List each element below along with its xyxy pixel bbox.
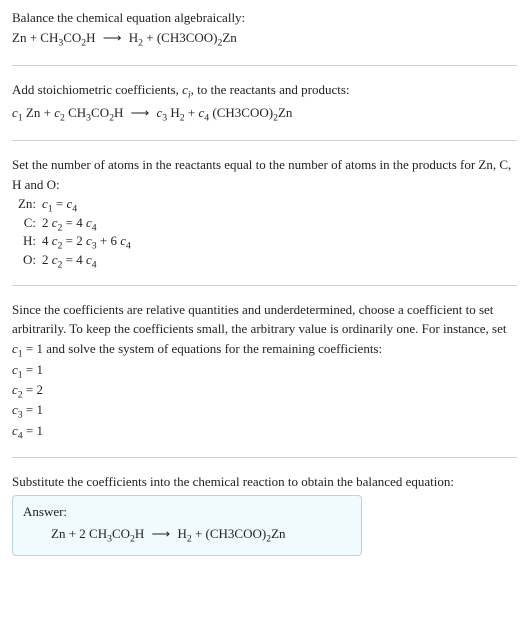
atoms-table: Zn: c1 = c4 C: 2 c2 = 4 c4 H: 4 c2 = 2 c… [12,196,517,270]
t: 2 [42,252,52,267]
section-choose: Since the coefficients are relative quan… [12,300,517,443]
t: 2 [42,215,52,230]
t: + [143,30,157,45]
t: = 2 [62,233,86,248]
t: CO [63,30,81,45]
t: CO [112,526,130,541]
arrow-icon: ⟶ [103,28,122,48]
t: Zn [222,30,236,45]
final-text: Substitute the coefficients into the che… [12,472,517,492]
coef-row: c1 = 1 [12,362,517,382]
coef-row: c4 = 1 [12,423,517,443]
t: Zn [271,526,285,541]
t: Zn [12,30,26,45]
arrow-icon: ⟶ [131,103,150,123]
t: = 4 [62,252,86,267]
t: + [185,105,199,120]
t: 4 [92,222,97,233]
intro-equation: Zn + CH3CO2H ⟶ H2 + (CH3COO)2Zn [12,28,517,51]
answer-label: Answer: [23,504,351,520]
t: = 1 [23,402,43,417]
section-intro: Balance the chemical equation algebraica… [12,8,517,51]
t: + (CH3COO) [192,526,267,541]
section-stoich: Add stoichiometric coefficients, ci, to … [12,80,517,126]
atoms-text: Set the number of atoms in the reactants… [12,155,517,194]
answer-box: Answer: Zn + 2 CH3CO2H ⟶ H2 + (CH3COO)2Z… [12,495,362,556]
t: 4 [126,241,131,252]
intro-title: Balance the chemical equation algebraica… [12,8,517,28]
choose-text: Since the coefficients are relative quan… [12,300,517,362]
t: + 6 [97,233,121,248]
row-eq: 2 c2 = 4 c4 [42,252,517,271]
t: (CH3COO) [209,105,273,120]
t: (CH3COO) [157,30,218,45]
t: H [114,105,123,120]
t: CH [40,30,58,45]
answer-equation: Zn + 2 CH3CO2H ⟶ H2 + (CH3COO)2Zn [23,526,351,545]
t: Zn + 2 CH [51,526,107,541]
coef-row: c2 = 2 [12,382,517,402]
row-label: C: [12,215,42,234]
section-atoms: Set the number of atoms in the reactants… [12,155,517,270]
t: CH [65,105,86,120]
separator [12,285,517,286]
t: , to the reactants and products: [191,82,350,97]
section-final: Substitute the coefficients into the che… [12,472,517,556]
t: = [53,196,67,211]
t: = 4 [62,215,86,230]
row-eq: 4 c2 = 2 c3 + 6 c4 [42,233,517,252]
t: H [177,526,186,541]
t: Since the coefficients are relative quan… [12,302,507,337]
separator [12,65,517,66]
t: H [135,526,144,541]
row-eq: 2 c2 = 4 c4 [42,215,517,234]
t: CO [91,105,109,120]
t: = 1 [23,423,43,438]
t: = 1 [23,362,43,377]
coef-row: c3 = 1 [12,402,517,422]
t: = 1 and solve the system of equations fo… [23,341,382,356]
t: + [26,30,40,45]
row-label: H: [12,233,42,252]
row-eq: c1 = c4 [42,196,517,215]
row-label: Zn: [12,196,42,215]
stoich-text: Add stoichiometric coefficients, ci, to … [12,80,517,103]
t: H [167,105,180,120]
coef-list: c1 = 1 c2 = 2 c3 = 1 c4 = 1 [12,362,517,443]
separator [12,457,517,458]
separator [12,140,517,141]
t: Add stoichiometric coefficients, [12,82,182,97]
t: Zn + [23,105,55,120]
t: 4 [92,260,97,271]
t: H [129,30,138,45]
row-label: O: [12,252,42,271]
t: = 2 [23,382,43,397]
t: 4 [72,204,77,215]
t: Zn [278,105,292,120]
t: 4 [42,233,52,248]
t: H [86,30,95,45]
arrow-icon: ⟶ [152,526,171,542]
stoich-equation: c1 Zn + c2 CH3CO2H ⟶ c3 H2 + c4 (CH3COO)… [12,103,517,126]
